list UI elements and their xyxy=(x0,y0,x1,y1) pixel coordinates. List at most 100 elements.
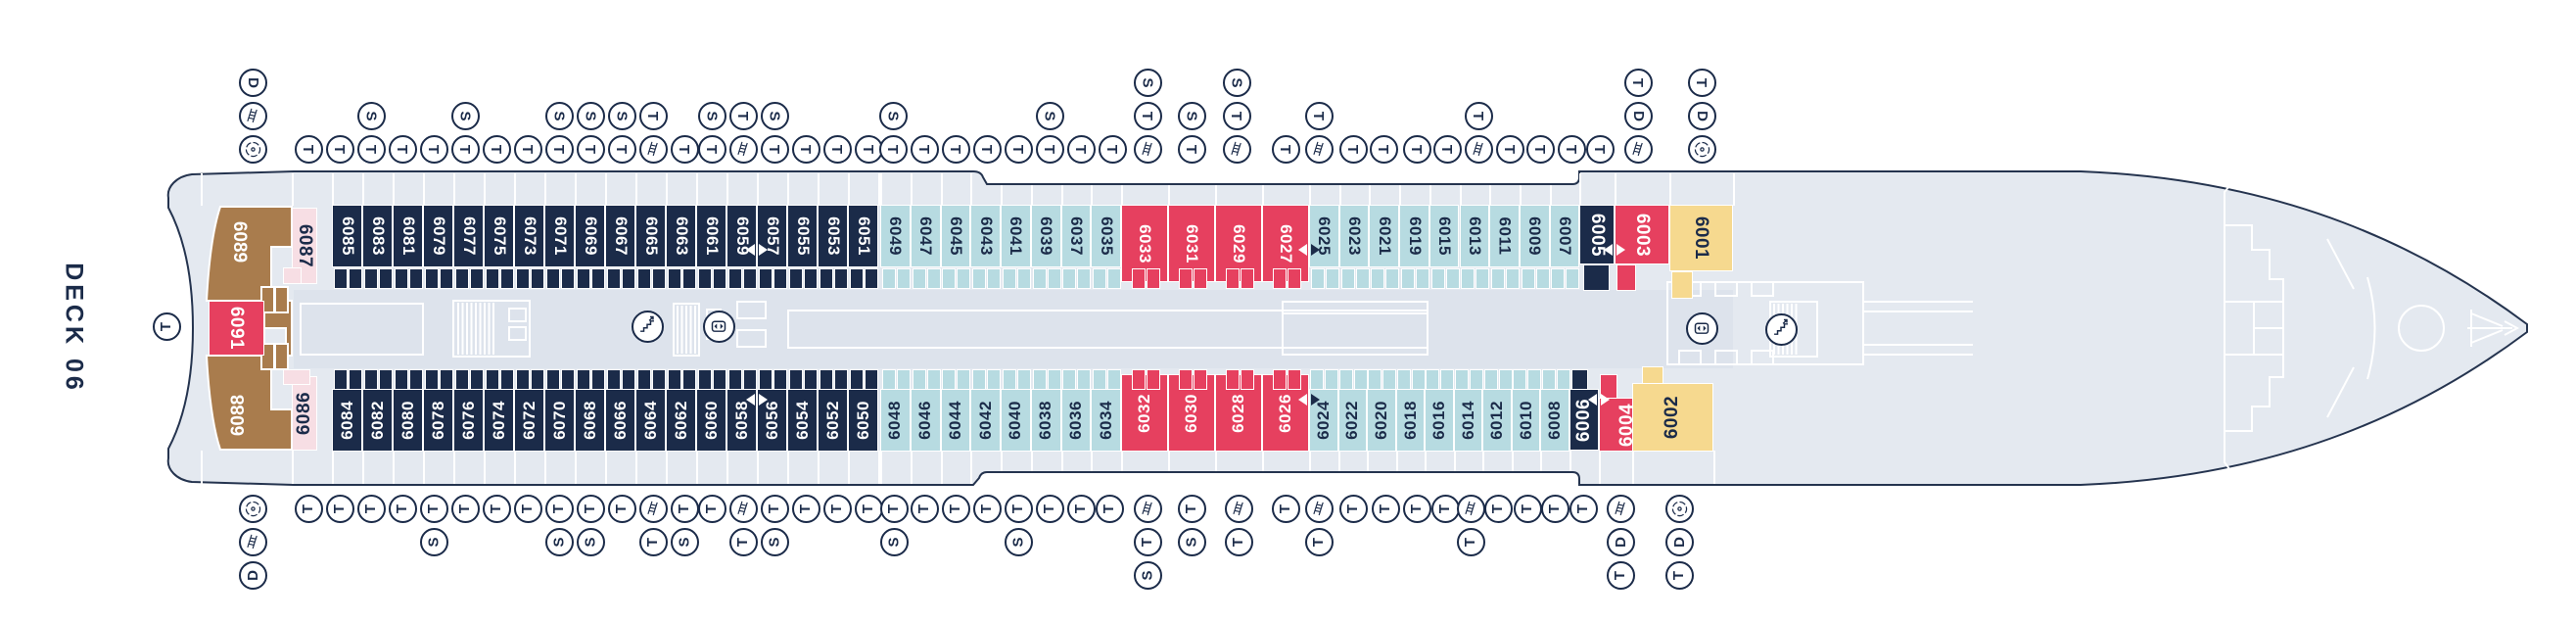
cabin-6039[interactable]: 6039 xyxy=(1030,205,1061,289)
cabin-6091[interactable]: 6091 xyxy=(209,301,264,356)
cabin-tab xyxy=(834,369,848,390)
connecting-door-marker xyxy=(1601,394,1610,406)
cabin-6038[interactable]: 6038 xyxy=(1030,369,1061,452)
cabin-6073[interactable]: 6073 xyxy=(514,205,544,289)
cabin-6015[interactable]: 6015 xyxy=(1429,205,1460,289)
cabin-6027[interactable]: 6027 xyxy=(1262,205,1309,289)
cabin-6048[interactable]: 6048 xyxy=(880,369,911,452)
cabin-number: 6040 xyxy=(1006,401,1025,440)
cabin-6013[interactable]: 6013 xyxy=(1459,205,1490,289)
cabin-6053[interactable]: 6053 xyxy=(818,205,848,289)
cabin-6047[interactable]: 6047 xyxy=(910,205,941,289)
cabin-6051[interactable]: 6051 xyxy=(848,205,878,289)
cabin-6046[interactable]: 6046 xyxy=(910,369,941,452)
balcony-divider xyxy=(484,173,486,206)
cabin-6020[interactable]: 6020 xyxy=(1367,369,1397,452)
cabin-6012[interactable]: 6012 xyxy=(1482,369,1513,452)
cabin-6040[interactable]: 6040 xyxy=(1001,369,1031,452)
cabin-6054[interactable]: 6054 xyxy=(787,369,818,452)
cabin-6076[interactable]: 6076 xyxy=(453,369,484,452)
cabin-6078[interactable]: 6078 xyxy=(423,369,453,452)
cabin-6018[interactable]: 6018 xyxy=(1395,369,1426,452)
balcony-divider xyxy=(423,173,425,206)
cabin-6036[interactable]: 6036 xyxy=(1060,369,1092,452)
balcony-divider xyxy=(453,451,455,484)
cabin-6050[interactable]: 6050 xyxy=(848,369,878,452)
cabin-6026[interactable]: 6026 xyxy=(1262,369,1309,452)
cabin-6064[interactable]: 6064 xyxy=(635,369,666,452)
ladder-glyph xyxy=(1142,141,1152,157)
cabin-6008[interactable]: 6008 xyxy=(1540,369,1570,452)
cabin-6019[interactable]: 6019 xyxy=(1399,205,1429,289)
cabin-tab xyxy=(577,369,590,390)
cabin-6042[interactable]: 6042 xyxy=(970,369,1002,452)
cabin-6034[interactable]: 6034 xyxy=(1091,369,1122,452)
balcony-divider xyxy=(1309,185,1311,206)
cabin-6080[interactable]: 6080 xyxy=(393,369,423,452)
cabin-6067[interactable]: 6067 xyxy=(605,205,635,289)
cabin-6086[interactable]: 6086 xyxy=(292,376,317,451)
cabin-6072[interactable]: 6072 xyxy=(514,369,544,452)
cabin-6043[interactable]: 6043 xyxy=(970,205,1002,289)
cabin-6033[interactable]: 6033 xyxy=(1121,205,1168,289)
cabin-6052[interactable]: 6052 xyxy=(818,369,848,452)
cabin-6075[interactable]: 6075 xyxy=(484,205,514,289)
ladder-icon xyxy=(638,134,668,164)
cabin-6057[interactable]: 6057 xyxy=(757,205,787,289)
ladder-icon xyxy=(1304,134,1334,164)
cabin-6025[interactable]: 6025 xyxy=(1309,205,1339,289)
balcony-divider xyxy=(635,173,637,206)
cabin-6028[interactable]: 6028 xyxy=(1215,369,1262,452)
cabin-6031[interactable]: 6031 xyxy=(1168,205,1215,289)
cabin-6007[interactable]: 6007 xyxy=(1549,205,1580,289)
cabin-6066[interactable]: 6066 xyxy=(605,369,635,452)
cabin-6082[interactable]: 6082 xyxy=(362,369,393,452)
cabin-6049[interactable]: 6049 xyxy=(880,205,911,289)
cabin-6061[interactable]: 6061 xyxy=(696,205,726,289)
cabin-6074[interactable]: 6074 xyxy=(484,369,514,452)
cabin-6044[interactable]: 6044 xyxy=(940,369,971,452)
cabin-6058[interactable]: 6058 xyxy=(726,369,757,452)
cabin-6077[interactable]: 6077 xyxy=(453,205,484,289)
cabin-6068[interactable]: 6068 xyxy=(575,369,605,452)
sofa-bed-s-icon: S xyxy=(1177,101,1206,130)
cabin-6022[interactable]: 6022 xyxy=(1337,369,1368,452)
cabin-6089[interactable]: 6089 xyxy=(229,220,250,263)
cabin-6070[interactable]: 6070 xyxy=(544,369,575,452)
cabin-6014[interactable]: 6014 xyxy=(1453,369,1484,452)
cabin-number: 6083 xyxy=(368,216,388,256)
cabin-6001[interactable]: 6001 xyxy=(1669,205,1733,271)
cabin-6032[interactable]: 6032 xyxy=(1121,369,1168,452)
cabin-6035[interactable]: 6035 xyxy=(1091,205,1122,289)
cabin-6037[interactable]: 6037 xyxy=(1060,205,1092,289)
cabin-6062[interactable]: 6062 xyxy=(666,369,696,452)
cabin-6071[interactable]: 6071 xyxy=(544,205,575,289)
cabin-6006[interactable]: 6006 xyxy=(1569,389,1599,451)
cabin-6023[interactable]: 6023 xyxy=(1338,205,1370,289)
cabin-6030[interactable]: 6030 xyxy=(1168,369,1215,452)
cabin-6063[interactable]: 6063 xyxy=(666,205,696,289)
cabin-6009[interactable]: 6009 xyxy=(1519,205,1550,289)
cabin-6060[interactable]: 6060 xyxy=(696,369,726,452)
cabin-6002[interactable]: 6002 xyxy=(1632,383,1713,452)
cabin-6069[interactable]: 6069 xyxy=(575,205,605,289)
cabin-6059[interactable]: 6059 xyxy=(726,205,757,289)
symbol-letter: T xyxy=(425,144,443,154)
cabin-6084[interactable]: 6084 xyxy=(332,369,362,452)
cabin-6088[interactable]: 6088 xyxy=(228,394,249,437)
cabin-6011[interactable]: 6011 xyxy=(1489,205,1521,289)
cabin-6016[interactable]: 6016 xyxy=(1425,369,1455,452)
cabin-6081[interactable]: 6081 xyxy=(393,205,423,289)
cabin-6041[interactable]: 6041 xyxy=(1001,205,1031,289)
cabin-6065[interactable]: 6065 xyxy=(635,205,666,289)
cabin-6021[interactable]: 6021 xyxy=(1369,205,1400,289)
balcony-divider xyxy=(1339,185,1341,206)
cabin-6045[interactable]: 6045 xyxy=(940,205,971,289)
cabin-6083[interactable]: 6083 xyxy=(362,205,393,289)
balcony-divider xyxy=(848,173,850,206)
cabin-6055[interactable]: 6055 xyxy=(787,205,818,289)
cabin-6010[interactable]: 6010 xyxy=(1511,369,1542,452)
cabin-6079[interactable]: 6079 xyxy=(423,205,453,289)
cabin-6085[interactable]: 6085 xyxy=(332,205,362,289)
cabin-6029[interactable]: 6029 xyxy=(1215,205,1262,289)
